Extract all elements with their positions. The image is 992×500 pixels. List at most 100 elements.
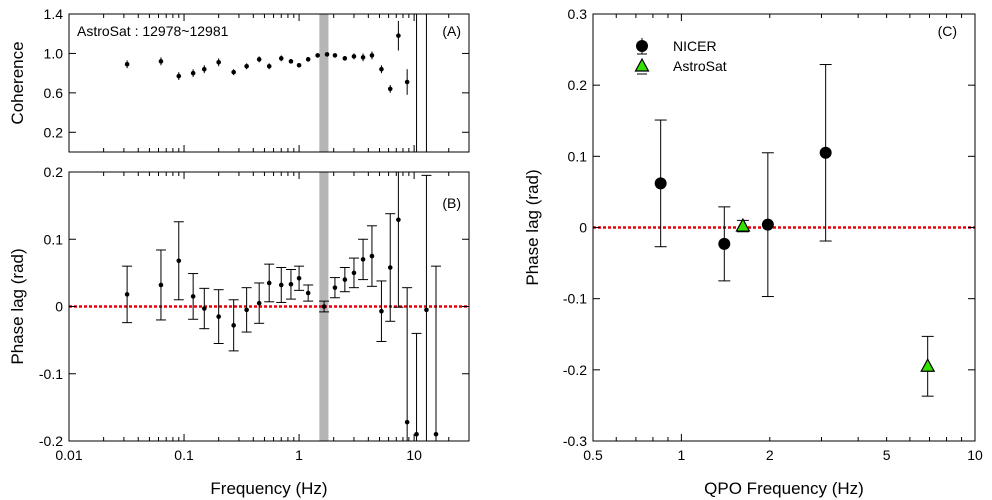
y-tick-label: 0.3: [568, 6, 588, 22]
data-point: [332, 53, 338, 58]
x-tick-label: 2: [766, 447, 774, 463]
nicer-point: [819, 146, 832, 159]
y-tick-label: 0.2: [44, 164, 64, 180]
y-axis-label: Phase lag (rad): [523, 169, 542, 285]
data-point: [158, 59, 164, 64]
y-tick-label: -0.2: [39, 433, 63, 449]
y-tick-label: 0.6: [44, 85, 64, 101]
y-tick-label: 0: [579, 220, 587, 236]
data-point: [216, 314, 221, 319]
y-tick-label: 0.1: [44, 231, 64, 247]
y-tick-label: -0.1: [39, 366, 63, 382]
x-tick-label: 10: [406, 447, 422, 463]
data-point: [332, 285, 338, 290]
data-point: [396, 33, 401, 38]
nicer-point: [654, 177, 667, 190]
x-tick-label: 1: [677, 447, 685, 463]
data-point: [342, 56, 348, 61]
y-tick-label: -0.1: [563, 291, 587, 307]
data-point: [414, 431, 419, 437]
y-axis-label: Phase lag (rad): [8, 248, 27, 364]
data-point: [278, 56, 284, 61]
x-tick-label: 10: [967, 447, 983, 463]
data-point: [379, 66, 384, 72]
data-point: [244, 63, 249, 69]
data-point: [296, 275, 302, 281]
legend-astrosat-marker: [634, 57, 650, 72]
data-point: [387, 86, 393, 92]
qpo-band: [319, 14, 329, 152]
y-tick-label: 1.0: [44, 45, 64, 61]
y-tick-label: 0.2: [568, 77, 588, 93]
data-point: [433, 431, 439, 437]
data-point: [404, 419, 410, 425]
data-point: [305, 290, 311, 296]
data-point: [190, 294, 196, 299]
plot-frame: [592, 13, 976, 442]
data-point: [244, 307, 249, 313]
data-point: [176, 73, 182, 79]
data-point: [342, 277, 348, 282]
data-point: [278, 282, 284, 288]
data-point: [324, 52, 330, 57]
nicer-point: [718, 237, 731, 250]
y-axis-label: Coherence: [8, 41, 27, 124]
data-point: [369, 53, 375, 58]
y-tick-label: 0.2: [44, 124, 64, 140]
x-tick-label: 5: [883, 447, 891, 463]
data-point: [379, 308, 384, 314]
data-point: [231, 323, 236, 328]
y-tick-label: -0.2: [563, 362, 587, 378]
x-tick-label: 0.5: [583, 447, 603, 463]
data-point: [396, 217, 401, 223]
legend-nicer-marker: [636, 40, 648, 52]
data-point: [266, 280, 272, 286]
plot-frame: [68, 13, 470, 153]
legend-label-nicer: NICER: [673, 38, 717, 54]
data-point: [305, 57, 311, 62]
data-point: [176, 258, 182, 264]
data-point: [201, 306, 207, 311]
panel-label: (A): [442, 23, 461, 39]
data-point: [266, 63, 272, 69]
data-point: [404, 79, 410, 85]
y-tick-label: 0.1: [568, 148, 588, 164]
data-point: [231, 69, 236, 75]
data-point: [360, 257, 366, 262]
panel-phase-lag-frequency: 0.01 0.1 1 10 -0.2 -0.1 0 0.1 0.2 (B) Frequency (H…: [8, 164, 470, 498]
data-point: [369, 253, 375, 259]
y-tick-label: 1.4: [44, 6, 64, 22]
legend-label-astrosat: AstroSat: [673, 58, 727, 74]
astrosat-point: [735, 217, 751, 232]
data-point: [296, 62, 302, 68]
data-point: [315, 53, 320, 58]
astrosat-point: [920, 358, 936, 372]
y-tick-label: -0.3: [563, 433, 587, 449]
data-point: [201, 66, 207, 72]
panel-coherence: 0.2 0.6 1.0 1.4 AstroSat : 12978~12981 (A) Coh…: [8, 6, 470, 153]
data-point: [424, 307, 429, 313]
x-axis-label: Frequency (Hz): [210, 479, 327, 498]
data-point: [360, 55, 366, 60]
x-tick-label: 0.1: [174, 447, 194, 463]
x-tick-label: 0.01: [55, 447, 82, 463]
data-point: [256, 300, 262, 306]
data-point: [190, 70, 196, 76]
data-point: [216, 60, 221, 65]
x-axis-label: QPO Frequency (Hz): [704, 479, 864, 498]
y-tick-label: 0: [55, 299, 63, 315]
panel-phase-lag-qpo: 0.5 1 2 5 10 -0.3 -0.2 -0.1 0 0.1 0.2 0.3 NICER Astro…: [523, 6, 983, 498]
plot-frame: [68, 171, 470, 442]
nicer-point: [761, 218, 774, 231]
panel-label: (B): [442, 195, 461, 211]
data-point: [124, 61, 130, 67]
data-point: [387, 265, 393, 270]
panel-label: (C): [938, 23, 957, 39]
data-point: [288, 59, 294, 64]
annotation: AstroSat : 12978~12981: [77, 23, 229, 39]
x-tick-label: 1: [295, 447, 303, 463]
data-point: [351, 54, 357, 59]
data-point: [158, 282, 164, 288]
data-point: [288, 282, 294, 287]
